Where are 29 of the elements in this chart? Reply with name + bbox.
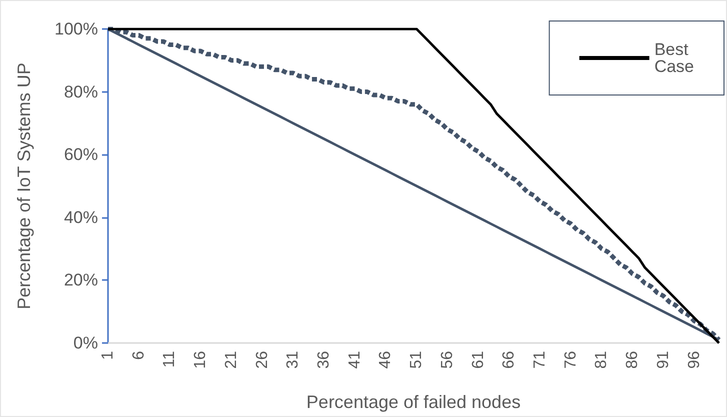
x-tick-label: 6 [130,350,148,360]
x-tick-label: 36 [316,350,333,369]
x-tick-label: 81 [593,350,610,369]
y-axis-title: Percentage of IoT Systems UP [14,62,34,310]
y-tick-label: 100% [54,20,98,38]
legend-label: Best Case [654,40,694,76]
x-tick-label: 61 [470,350,487,369]
x-tick-label: 56 [438,350,456,369]
x-tick-label: 1 [100,350,116,360]
x-tick-label: 16 [192,350,210,369]
y-tick-label: 80% [64,82,98,102]
y-tick-label: 20% [64,270,98,290]
x-tick-label: 76 [562,350,580,369]
y-tick-label: 0% [73,334,98,352]
x-axis-title: Percentage of failed nodes [306,392,521,412]
x-tick-label: 91 [654,350,672,369]
y-tick-label: 60% [64,145,98,164]
x-tick-label: 86 [624,350,642,369]
x-tick-label: 26 [254,350,271,369]
x-tick-label: 96 [686,350,703,369]
y-tick-label: 40% [64,208,98,227]
x-tick-label: 31 [284,350,302,369]
x-tick-label: 51 [408,350,426,369]
x-tick-label: 46 [377,350,394,369]
x-tick-label: 71 [532,350,549,369]
x-tick-label: 11 [161,350,178,368]
x-tick-label: 21 [222,350,240,369]
x-tick-label: 66 [500,350,518,369]
x-tick-label: 41 [346,350,364,369]
